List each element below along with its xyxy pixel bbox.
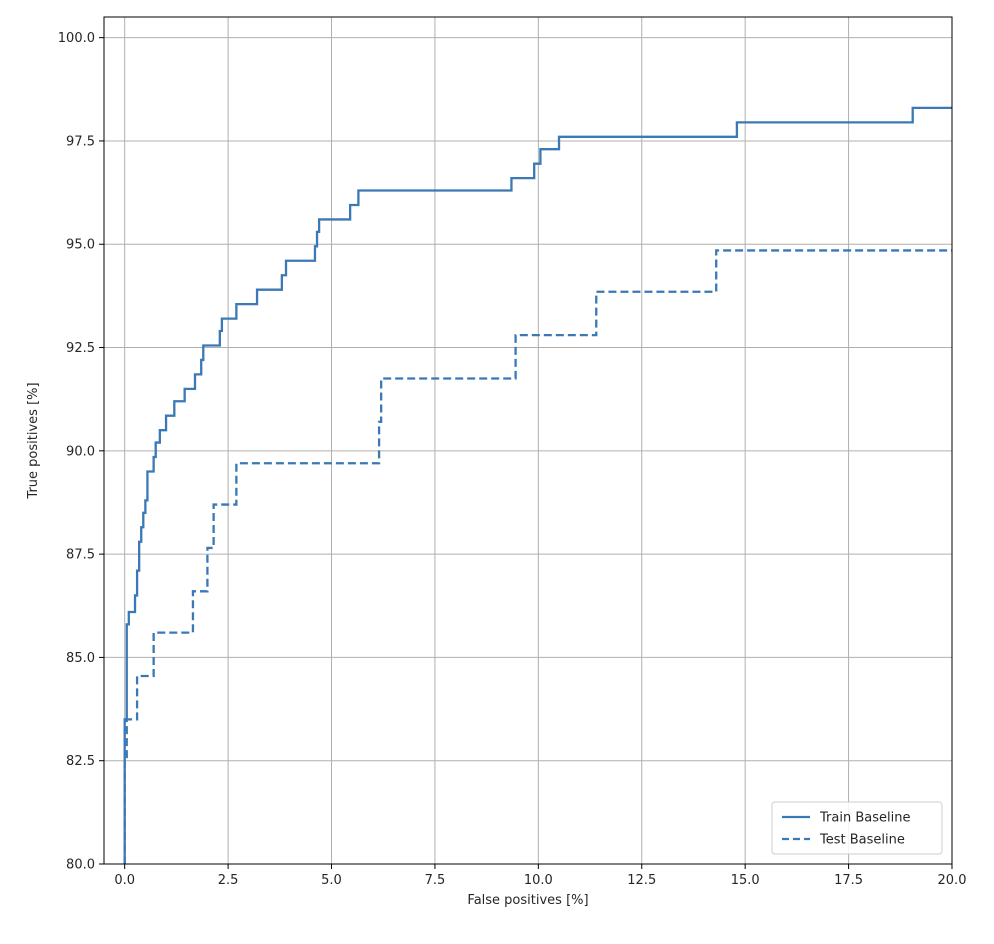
series-layer <box>123 106 952 864</box>
y-tick-label: 85.0 <box>66 651 95 666</box>
x-tick-label: 2.5 <box>218 873 239 888</box>
x-tick-label: 20.0 <box>938 873 967 888</box>
legend-box <box>771 801 943 855</box>
legend-label-train: Train Baseline <box>819 811 910 826</box>
x-tick-label: 7.5 <box>425 873 446 888</box>
legend-label-test: Test Baseline <box>819 833 905 848</box>
x-tick-label: 10.0 <box>524 873 553 888</box>
x-tick-label: 15.0 <box>731 873 760 888</box>
x-tick-label: 17.5 <box>834 873 863 888</box>
grid <box>104 17 953 865</box>
y-tick-label: 100.0 <box>58 31 95 46</box>
test-baseline-line <box>123 249 952 864</box>
y-tick-label: 82.5 <box>66 754 95 769</box>
y-tick-label: 95.0 <box>66 238 95 253</box>
y-tick-label: 90.0 <box>66 444 95 459</box>
y-tick-label: 87.5 <box>66 548 95 563</box>
legend: Train Baseline Test Baseline <box>771 801 943 855</box>
x-tick-label: 5.0 <box>321 873 342 888</box>
x-tick-label: 12.5 <box>627 873 656 888</box>
y-tick-label: 80.0 <box>66 858 95 873</box>
y-tick-label: 97.5 <box>66 134 95 149</box>
plot-frame <box>103 16 953 865</box>
y-axis-label: True positives [%] <box>26 382 41 499</box>
axis-ticks: 0.0 2.5 5.0 7.5 10.0 12.5 15.0 17.5 20.0 80.0 82.5… <box>58 31 967 888</box>
train-baseline-line <box>123 106 952 864</box>
x-axis-label: False positives [%] <box>467 893 588 908</box>
y-tick-label: 92.5 <box>66 341 95 356</box>
x-tick-label: 0.0 <box>114 873 135 888</box>
